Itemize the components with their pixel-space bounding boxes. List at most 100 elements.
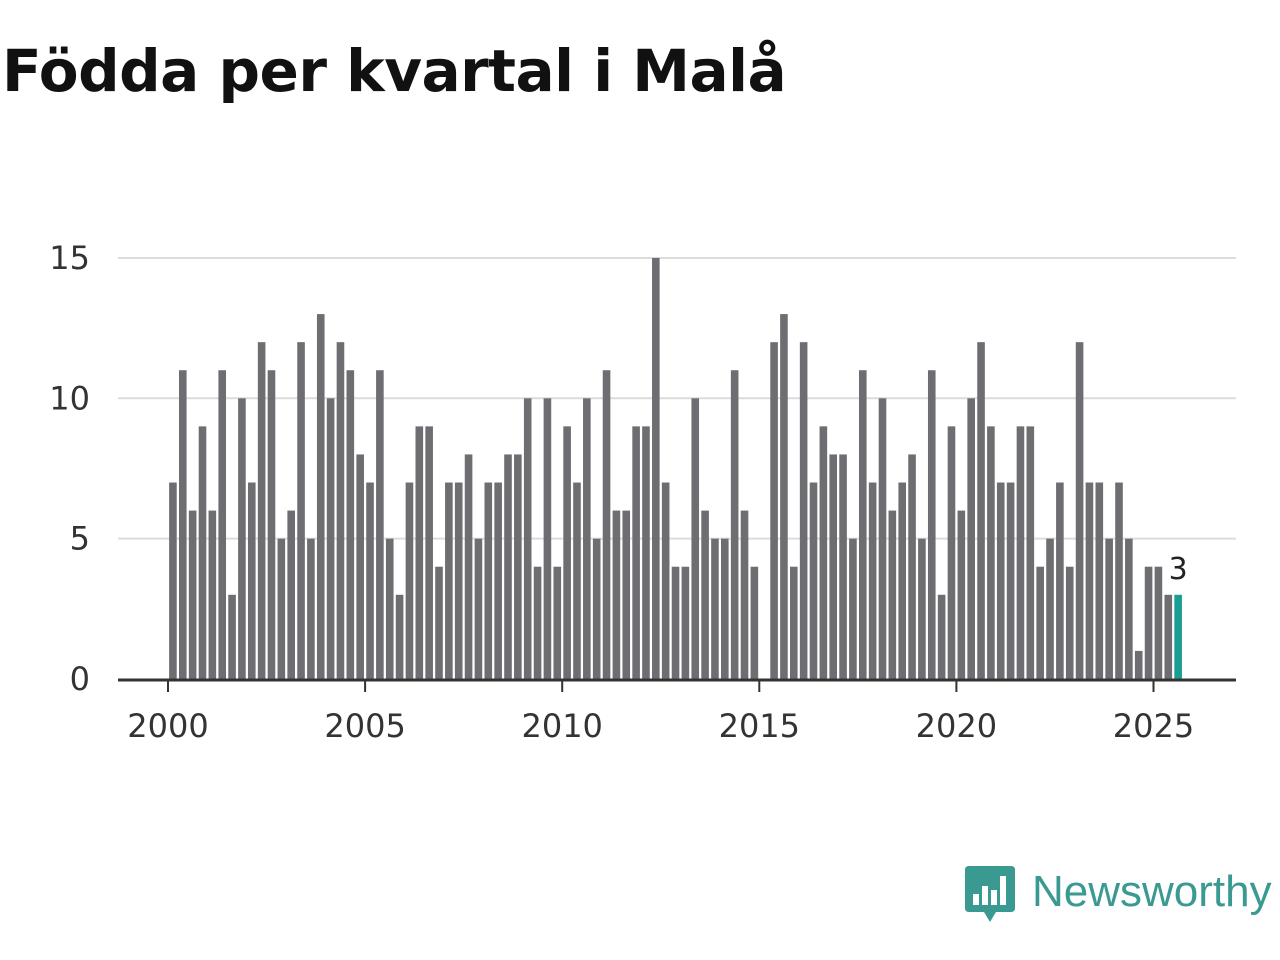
bar [987, 426, 995, 679]
bar [937, 594, 946, 679]
bar [1164, 594, 1173, 679]
bar [602, 370, 611, 679]
bar [445, 482, 453, 679]
bar [257, 342, 266, 679]
bar [178, 370, 187, 679]
y-tick-label: 0 [70, 660, 90, 698]
bar [1006, 482, 1015, 679]
bar [1056, 482, 1064, 679]
gridlines [118, 256, 1236, 540]
bar [898, 482, 906, 679]
highlight-value-label: 3 [1169, 552, 1188, 587]
bar [927, 370, 936, 679]
bar [543, 398, 552, 679]
bar [238, 398, 246, 679]
bar [336, 342, 345, 679]
bar-chart: 0 5 10 15 2000 2005 2010 2015 2020 2025 3 [49, 239, 1236, 745]
bar [1046, 538, 1054, 679]
bar [454, 482, 463, 679]
bar [1144, 566, 1153, 679]
bar [1115, 482, 1123, 679]
bar [307, 538, 315, 679]
bar [376, 370, 384, 679]
bar [750, 566, 759, 679]
bar [691, 398, 700, 679]
bar [1085, 482, 1094, 679]
x-tick-label: 2010 [521, 707, 602, 745]
bar [1134, 650, 1143, 679]
bar [592, 538, 601, 679]
bar [996, 482, 1005, 679]
bar [868, 482, 877, 679]
y-tick-label: 15 [49, 239, 90, 277]
bar [297, 342, 305, 679]
bar [208, 510, 217, 679]
bar [563, 426, 571, 679]
bar-highlight [1174, 594, 1182, 679]
bar [711, 538, 719, 679]
bar [247, 482, 256, 679]
bar [583, 398, 591, 679]
bar [188, 510, 197, 679]
bar [267, 370, 276, 679]
bar [405, 482, 414, 679]
bar [1125, 538, 1133, 679]
bar [228, 594, 236, 679]
bar [878, 398, 887, 679]
bar [1026, 426, 1035, 679]
bar [474, 538, 483, 679]
bar [918, 538, 926, 679]
bar [494, 482, 502, 679]
bar [681, 566, 690, 679]
bar [198, 426, 207, 679]
bar [464, 454, 473, 679]
bar [425, 426, 433, 679]
bar [287, 510, 295, 679]
bar [770, 342, 778, 679]
x-tick-label: 2015 [719, 707, 800, 745]
bar [730, 370, 739, 679]
bar [622, 510, 631, 679]
bar [1036, 566, 1044, 679]
bar [612, 510, 621, 679]
bar [908, 454, 916, 679]
bar [277, 538, 286, 679]
bar [652, 257, 660, 679]
bar [721, 538, 729, 679]
bar [1075, 342, 1084, 679]
bar [967, 398, 975, 679]
bar [809, 482, 818, 679]
bar [1095, 482, 1104, 679]
bar [1065, 566, 1074, 679]
bar [218, 370, 227, 679]
y-tick-label: 5 [70, 520, 90, 558]
bar [888, 510, 897, 679]
bar [1154, 566, 1163, 679]
bar [977, 342, 985, 679]
newsworthy-logo-icon [965, 866, 1015, 922]
bar [789, 566, 798, 679]
y-tick-label: 10 [49, 379, 90, 417]
bar [947, 426, 956, 679]
bar [1016, 426, 1025, 679]
x-tick-label: 2020 [916, 707, 997, 745]
bar [957, 510, 966, 679]
bar [642, 426, 650, 679]
bar [385, 538, 394, 679]
bar [829, 454, 838, 679]
bar [780, 314, 788, 679]
bar [435, 566, 443, 679]
bar [356, 454, 364, 679]
bar [169, 482, 177, 679]
chart-title: Födda per kvartal i Malå [2, 37, 787, 105]
bar [740, 510, 749, 679]
bar [701, 510, 709, 679]
x-tick-label: 2000 [127, 707, 208, 745]
x-tick-label: 2005 [324, 707, 405, 745]
bar [504, 454, 512, 679]
bar [346, 370, 355, 679]
bar [671, 566, 680, 679]
y-axis-ticks: 0 5 10 15 [49, 239, 90, 698]
bar [573, 482, 581, 679]
brand-logo: Newsworthy [964, 864, 1280, 928]
